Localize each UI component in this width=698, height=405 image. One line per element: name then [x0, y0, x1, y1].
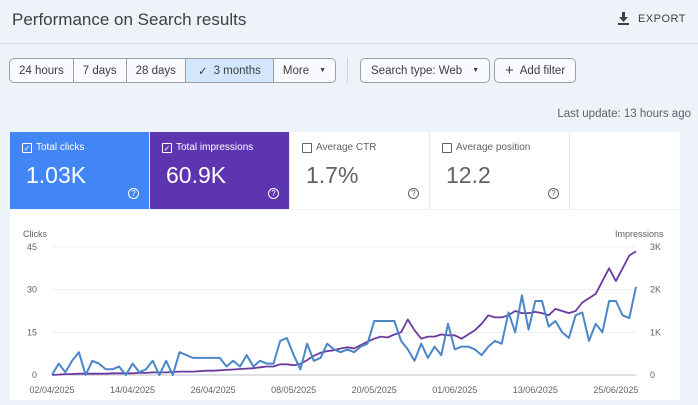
help-icon[interactable]: ? — [408, 188, 419, 199]
x-tick-label: 14/04/2025 — [110, 385, 155, 395]
metric-value: 1.7% — [306, 162, 359, 188]
right-tick-label: 2K — [650, 285, 661, 295]
caret-down-icon: ▼ — [472, 67, 480, 74]
x-tick-label: 25/06/2025 — [593, 385, 638, 395]
right-axis-label: Impressions — [615, 229, 664, 239]
page-title: Performance on Search results — [12, 10, 247, 29]
x-tick-label: 26/04/2025 — [191, 385, 236, 395]
x-tick-label: 08/05/2025 — [271, 385, 316, 395]
performance-chart: Clicks Impressions 0 0 15 1K 30 2K 45 3K 02/04/2… — [10, 210, 680, 400]
export-button[interactable]: EXPORT — [617, 12, 686, 25]
series-line-clicks — [51, 286, 637, 376]
x-tick-label: 20/05/2025 — [352, 385, 397, 395]
chart-svg: Clicks Impressions 0 0 15 1K 30 2K 45 3K 02/04/2… — [23, 229, 664, 395]
metric-card-total-clicks[interactable]: ✓ Total clicks 1.03K ? — [10, 132, 150, 209]
caret-down-icon: ▼ — [319, 67, 327, 74]
range-more-dropdown[interactable]: More ▼ — [274, 59, 335, 82]
help-icon[interactable]: ? — [128, 188, 139, 199]
checkbox-checked-icon[interactable]: ✓ — [162, 142, 172, 153]
help-icon[interactable]: ? — [268, 188, 279, 199]
metric-cards: ✓ Total clicks 1.03K ? ✓ Total impressions… — [10, 132, 680, 209]
download-icon — [617, 12, 629, 25]
more-label: More — [282, 64, 310, 77]
x-tick-label: 01/06/2025 — [432, 385, 477, 395]
left-tick-label: 45 — [27, 242, 37, 252]
range-28-days[interactable]: 28 days — [127, 59, 186, 82]
page-header: Performance on Search results EXPORT — [0, 0, 698, 44]
range-3-months[interactable]: ✓ 3 months — [185, 59, 274, 82]
checkbox-unchecked-icon[interactable] — [442, 142, 452, 153]
left-axis-label: Clicks — [23, 229, 47, 239]
date-range-selector: 24 hours 7 days 28 days ✓ 3 months More ▼ — [9, 58, 337, 83]
metric-value: 12.2 — [446, 162, 491, 188]
search-type-dropdown[interactable]: Search type: Web ▼ — [360, 58, 491, 83]
range-label: 3 months — [213, 64, 261, 77]
metric-card-average-position[interactable]: Average position 12.2 ? — [430, 132, 570, 209]
metric-card-average-ctr[interactable]: Average CTR 1.7% ? — [290, 132, 430, 209]
plus-icon: + — [505, 62, 514, 79]
x-tick-label: 02/04/2025 — [29, 385, 74, 395]
add-filter-label: Add filter — [519, 64, 566, 77]
right-tick-label: 1K — [650, 327, 661, 337]
metric-card-total-impressions[interactable]: ✓ Total impressions 60.9K ? — [150, 132, 290, 209]
metric-value: 1.03K — [26, 162, 87, 188]
metric-label: Average CTR — [316, 142, 377, 153]
add-filter-button[interactable]: + Add filter — [494, 58, 577, 83]
metric-value: 60.9K — [166, 162, 227, 188]
metric-label: Total clicks — [36, 142, 85, 153]
help-icon[interactable]: ? — [548, 188, 559, 199]
left-tick-label: 30 — [27, 285, 37, 295]
checkbox-unchecked-icon[interactable] — [302, 142, 312, 153]
check-icon: ✓ — [197, 65, 208, 78]
range-7-days[interactable]: 7 days — [74, 59, 127, 82]
right-tick-label: 0 — [650, 370, 655, 380]
right-tick-label: 3K — [650, 242, 661, 252]
checkbox-checked-icon[interactable]: ✓ — [22, 142, 32, 153]
search-type-label: Search type: Web — [371, 64, 463, 77]
metric-label: Total impressions — [176, 142, 254, 153]
export-label: EXPORT — [637, 12, 686, 25]
left-tick-label: 0 — [32, 370, 37, 380]
series-line-impressions — [51, 250, 637, 376]
range-24-hours[interactable]: 24 hours — [10, 59, 74, 82]
divider — [347, 58, 348, 83]
x-tick-label: 13/06/2025 — [513, 385, 558, 395]
left-tick-label: 15 — [27, 327, 37, 337]
metric-label: Average position — [456, 142, 531, 153]
last-update: Last update: 13 hours ago — [557, 108, 691, 120]
